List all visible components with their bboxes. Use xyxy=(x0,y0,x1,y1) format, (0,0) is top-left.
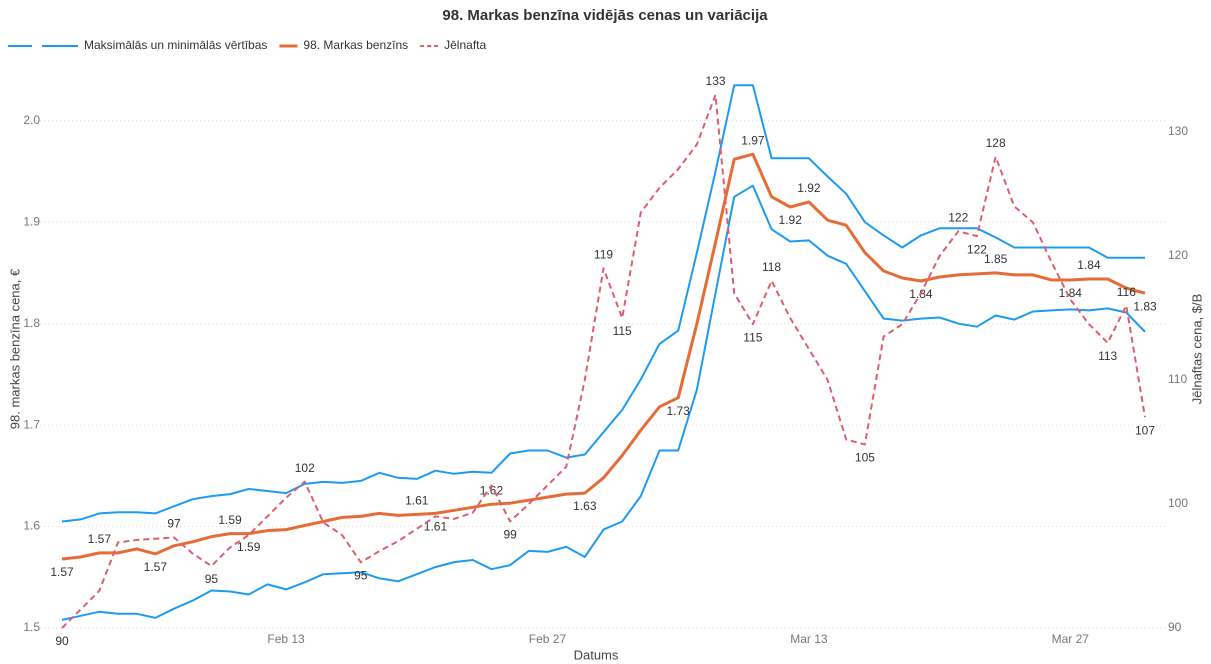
min-line xyxy=(61,184,1146,621)
data-label: 95 xyxy=(205,572,219,586)
data-label: 1.84 xyxy=(1059,286,1083,300)
data-label: 115 xyxy=(613,324,632,338)
x-axis-title: Datums xyxy=(574,647,619,662)
series-line xyxy=(61,84,1145,523)
series-line xyxy=(61,93,1146,629)
legend-label: Maksimālās un minimālās vērtības xyxy=(84,38,267,52)
x-tick-label: Feb 13 xyxy=(267,632,305,646)
y-tick-label: 1.8 xyxy=(23,316,40,330)
y2-tick-label: 100 xyxy=(1168,496,1188,510)
data-label: 133 xyxy=(706,74,726,88)
data-label: 105 xyxy=(855,451,875,465)
series-line xyxy=(61,152,1146,561)
data-label: 1.83 xyxy=(1133,299,1157,313)
data-label: 97 xyxy=(167,517,181,531)
data-label: 1.57 xyxy=(144,560,168,574)
data-label: 1.73 xyxy=(667,404,691,418)
x-tick-label: Feb 27 xyxy=(529,632,567,646)
y-tick-label: 1.6 xyxy=(23,519,40,533)
data-label: 1.57 xyxy=(88,532,112,546)
data-label: 1.84 xyxy=(1077,258,1101,272)
legend-label: 98. Markas benzīns xyxy=(303,38,408,52)
data-label: 1.59 xyxy=(237,540,261,554)
chart-title: 98. Markas benzīna vidējās cenas un vari… xyxy=(442,7,768,24)
data-label: 107 xyxy=(1135,423,1155,437)
data-label: 90 xyxy=(55,634,69,648)
x-tick-label: Mar 13 xyxy=(790,632,828,646)
y2-tick-label: 130 xyxy=(1168,124,1188,138)
data-label: 118 xyxy=(762,260,781,274)
y2-axis-title: Jēlnaftas cena, $/B xyxy=(1189,294,1204,405)
data-label: 115 xyxy=(743,330,762,344)
data-label: 99 xyxy=(503,528,517,542)
data-label: 119 xyxy=(594,248,613,262)
y-axis-title: 98. markas benzīna cena, € xyxy=(7,268,22,429)
data-label: 95 xyxy=(354,568,368,582)
y2-tick-label: 90 xyxy=(1168,620,1182,634)
data-label: 1.57 xyxy=(50,565,74,579)
data-label: 1.61 xyxy=(405,494,429,508)
y-tick-label: 1.7 xyxy=(23,417,40,431)
y2-tick-label: 120 xyxy=(1168,248,1188,262)
data-label: 113 xyxy=(1098,349,1117,363)
data-label: 1.92 xyxy=(797,181,821,195)
data-label: 102 xyxy=(295,461,315,475)
y-tick-label: 1.5 xyxy=(23,620,40,634)
x-tick-label: Mar 27 xyxy=(1052,632,1090,646)
data-label: 1.59 xyxy=(218,513,242,527)
data-label: 1.85 xyxy=(984,252,1008,266)
data-label: 1.63 xyxy=(573,499,597,513)
data-label: 1.92 xyxy=(779,213,803,227)
y2-tick-label: 110 xyxy=(1168,372,1187,386)
y-tick-label: 1.9 xyxy=(23,214,40,228)
data-label: 128 xyxy=(986,136,1006,150)
y-tick-label: 2.0 xyxy=(23,113,40,127)
data-label: 122 xyxy=(967,242,987,256)
legend-label: Jēlnafta xyxy=(444,38,486,52)
data-label: 1.97 xyxy=(741,133,765,147)
data-label: 122 xyxy=(948,210,968,224)
data-label: 116 xyxy=(1117,285,1136,299)
data-label: 1.61 xyxy=(424,520,448,534)
